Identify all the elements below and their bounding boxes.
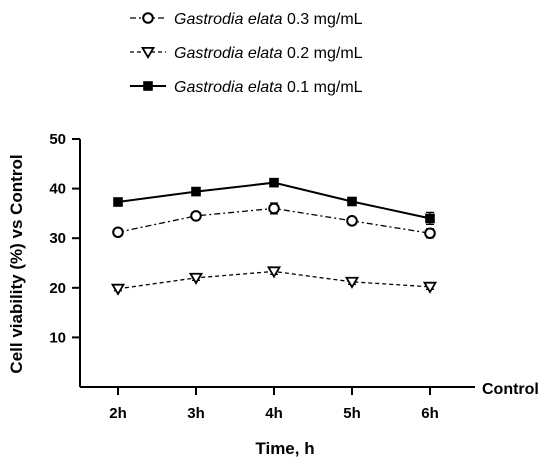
data-point	[112, 226, 124, 239]
x-tick-label: 3h	[187, 405, 205, 422]
data-point	[191, 186, 201, 197]
series-1	[112, 202, 436, 240]
y-axis-title: Cell viability (%) vs Control	[7, 154, 26, 373]
legend-marker	[143, 81, 153, 91]
x-axis-title: Time, h	[255, 439, 314, 458]
x-ticks: 2h 3h 4h 5h 6h	[109, 387, 439, 422]
data-point	[110, 283, 126, 296]
x-tick-label: 4h	[265, 405, 283, 422]
series-2	[110, 266, 438, 296]
data-point	[113, 197, 123, 207]
legend-label: Gastrodia elata 0.3 mg/mL	[174, 11, 363, 28]
data-point	[266, 266, 282, 279]
data-point	[422, 281, 438, 294]
y-ticks: 10 20 30 40 50	[49, 131, 80, 346]
series-layer	[110, 177, 438, 296]
y-tick-label: 40	[49, 181, 66, 198]
x-tick-label: 5h	[343, 405, 361, 422]
data-point	[347, 196, 357, 207]
legend-entry-3: Gastrodia elata 0.1 mg/mL	[130, 79, 363, 96]
y-tick-label: 30	[49, 230, 66, 247]
legend-entry-1: Gastrodia elata 0.3 mg/mL	[130, 11, 363, 28]
data-point	[424, 227, 436, 240]
y-tick-label: 20	[49, 280, 66, 297]
y-tick-label: 50	[49, 131, 66, 148]
data-point	[425, 213, 435, 224]
data-point	[268, 202, 280, 215]
legend-marker	[140, 46, 156, 60]
data-point	[188, 272, 204, 285]
data-point	[344, 276, 360, 289]
data-point	[269, 177, 279, 188]
extra-axis-label: Control	[482, 381, 539, 398]
legend: Gastrodia elata 0.3 mg/mL Gastrodia elata…	[130, 11, 363, 96]
legend-label: Gastrodia elata 0.2 mg/mL	[174, 45, 363, 62]
data-point	[190, 210, 202, 222]
x-tick-label: 6h	[421, 405, 439, 422]
legend-marker	[142, 12, 154, 24]
data-point	[346, 215, 358, 227]
y-tick-label: 10	[49, 329, 66, 346]
legend-entry-2: Gastrodia elata 0.2 mg/mL	[130, 45, 363, 62]
series-3	[113, 177, 435, 225]
legend-label: Gastrodia elata 0.1 mg/mL	[174, 79, 363, 96]
x-tick-label: 2h	[109, 405, 127, 422]
